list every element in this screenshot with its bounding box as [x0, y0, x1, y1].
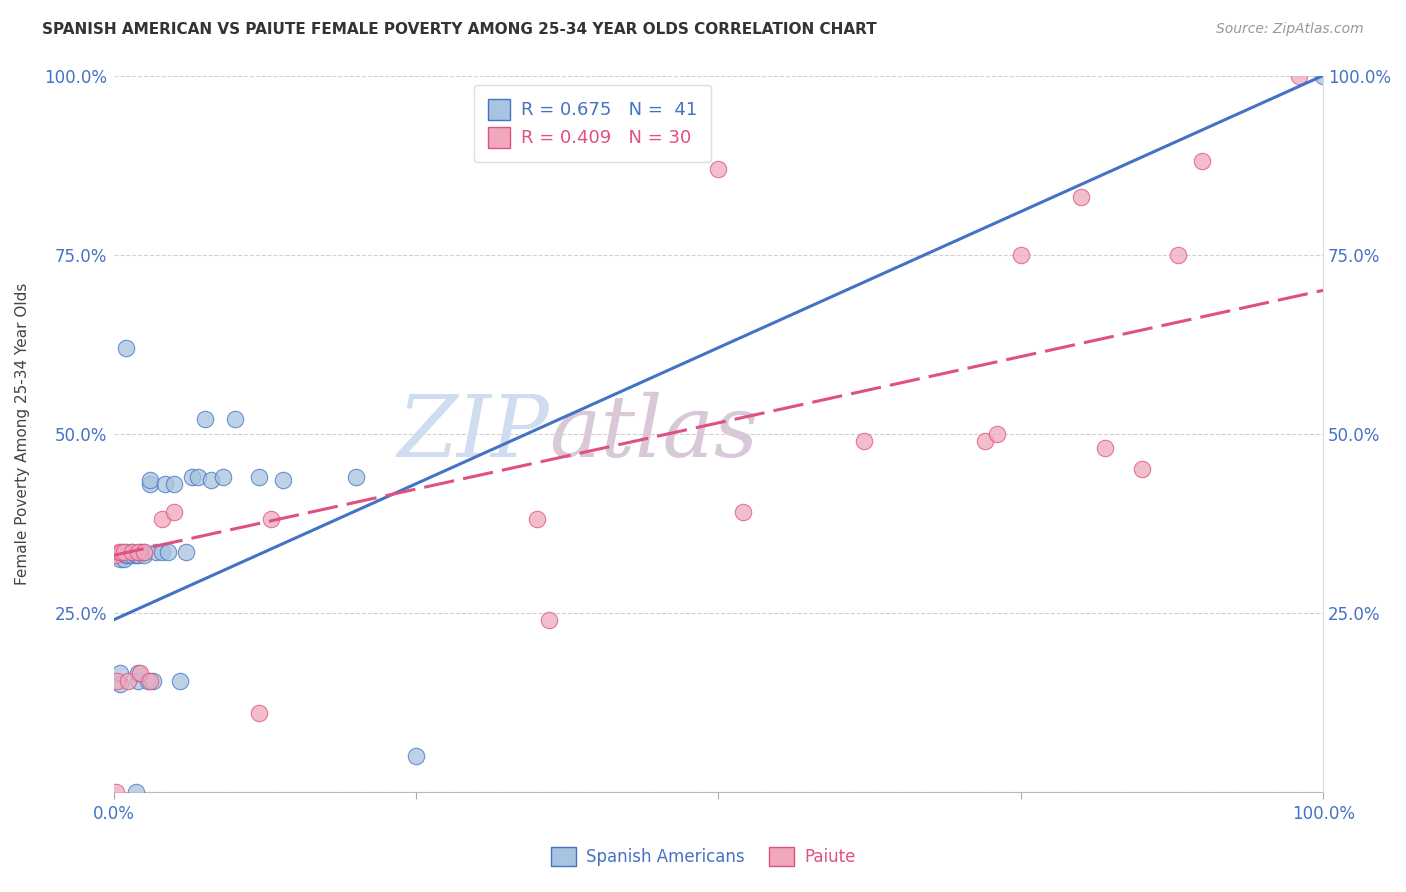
Point [1288, 69, 1310, 83]
Text: atlas: atlas [550, 392, 758, 475]
Point [200, 473, 222, 487]
Legend: Spanish Americans, Paiute: Spanish Americans, Paiute [543, 838, 863, 875]
Point [105, 549, 128, 563]
Point [157, 545, 180, 559]
Point [1010, 247, 1032, 261]
Point [127, 549, 149, 563]
Point [731, 505, 754, 519]
Point [1191, 154, 1213, 169]
Point [169, 673, 191, 688]
Y-axis label: Female Poverty Among 25-34 Year Olds: Female Poverty Among 25-34 Year Olds [15, 283, 30, 585]
Text: SPANISH AMERICAN VS PAIUTE FEMALE POVERTY AMONG 25-34 YEAR OLDS CORRELATION CHAR: SPANISH AMERICAN VS PAIUTE FEMALE POVERT… [42, 22, 877, 37]
Point [150, 512, 173, 526]
Point [852, 434, 875, 448]
Point [107, 545, 129, 559]
Point [153, 476, 176, 491]
Point [117, 673, 139, 688]
Point [104, 549, 127, 563]
Point [129, 666, 152, 681]
Point [526, 512, 548, 526]
Text: Source: ZipAtlas.com: Source: ZipAtlas.com [1216, 22, 1364, 37]
Point [1070, 190, 1092, 204]
Point [1130, 462, 1153, 476]
Point [124, 784, 146, 798]
Point [121, 549, 143, 563]
Point [247, 706, 270, 720]
Point [105, 784, 128, 798]
Point [1312, 69, 1334, 83]
Point [707, 161, 730, 176]
Point [127, 545, 149, 559]
Point [538, 613, 561, 627]
Point [121, 545, 143, 559]
Point [132, 549, 155, 563]
Point [132, 545, 155, 559]
Point [108, 552, 131, 566]
Point [176, 545, 198, 559]
Point [1094, 441, 1116, 455]
Point [139, 673, 162, 688]
Point [224, 412, 246, 426]
Point [986, 426, 1008, 441]
Point [187, 469, 209, 483]
Point [110, 545, 132, 559]
Point [121, 545, 143, 559]
Text: ZIP: ZIP [398, 392, 550, 475]
Point [124, 549, 146, 563]
Point [112, 545, 135, 559]
Point [115, 549, 138, 563]
Point [127, 666, 149, 681]
Point [139, 473, 162, 487]
Point [973, 434, 995, 448]
Point [129, 545, 152, 559]
Point [193, 412, 215, 426]
Point [405, 748, 427, 763]
Point [127, 673, 149, 688]
Point [108, 677, 131, 691]
Point [115, 341, 138, 355]
Point [163, 505, 186, 519]
Point [115, 545, 138, 559]
Point [211, 469, 233, 483]
Point [1167, 247, 1189, 261]
Point [117, 549, 139, 563]
Point [344, 469, 367, 483]
Point [139, 476, 162, 491]
Point [132, 545, 155, 559]
Point [112, 552, 135, 566]
Point [150, 545, 173, 559]
Point [145, 545, 167, 559]
Point [163, 476, 186, 491]
Point [108, 666, 131, 681]
Point [181, 469, 204, 483]
Point [107, 673, 129, 688]
Point [136, 673, 159, 688]
Point [260, 512, 283, 526]
Point [247, 469, 270, 483]
Legend: R = 0.675   N =  41, R = 0.409   N = 30: R = 0.675 N = 41, R = 0.409 N = 30 [474, 85, 711, 162]
Point [271, 473, 294, 487]
Point [141, 673, 163, 688]
